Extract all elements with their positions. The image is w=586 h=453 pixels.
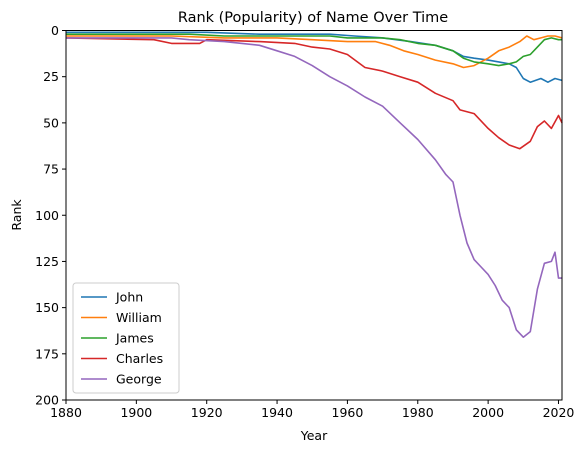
legend-box [72, 282, 180, 394]
x-axis-title: Year [300, 428, 328, 443]
series-line-john [66, 31, 563, 83]
x-tick-label: 1980 [402, 405, 434, 420]
legend: John William James Charles George [72, 282, 180, 394]
x-tick-label: 2000 [472, 405, 504, 420]
legend-label-william: William [116, 310, 162, 325]
y-axis-title: Rank [9, 199, 24, 231]
x-tick-label: 1880 [50, 405, 82, 420]
x-tick-label: 1900 [120, 405, 152, 420]
y-tick-label: 50 [43, 115, 59, 130]
legend-label-charles: Charles [116, 351, 163, 366]
x-tick-label: 2020 [543, 405, 575, 420]
legend-label-james: James [115, 331, 154, 346]
series-line-george [66, 37, 562, 338]
y-tick-label: 100 [35, 208, 59, 223]
y-tick-label: 75 [43, 162, 59, 177]
y-tick-label: 0 [51, 23, 59, 38]
x-tick-label: 1940 [261, 405, 293, 420]
chart-title: Rank (Popularity) of Name Over Time [178, 10, 448, 26]
series-layer [65, 31, 563, 338]
legend-label-george: George [116, 372, 162, 387]
series-line-james [66, 33, 562, 67]
x-tick-label: 1920 [191, 405, 223, 420]
y-axis: 0 25 50 75 100 125 150 175 200 [35, 23, 66, 408]
y-tick-label: 200 [35, 393, 59, 408]
legend-label-john: John [115, 290, 143, 305]
x-axis: 1880 1900 1920 1940 1960 1980 2000 2020 [50, 400, 574, 420]
y-tick-label: 25 [43, 69, 59, 84]
y-tick-label: 150 [35, 300, 59, 315]
series-line-william [66, 35, 563, 69]
series-line-charles [65, 37, 563, 150]
x-tick-label: 1960 [332, 405, 364, 420]
y-tick-label: 125 [35, 254, 59, 269]
y-tick-label: 175 [35, 346, 59, 361]
